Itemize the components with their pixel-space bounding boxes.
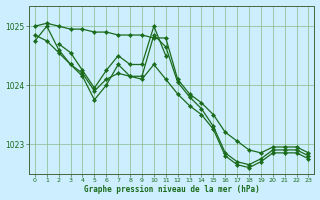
X-axis label: Graphe pression niveau de la mer (hPa): Graphe pression niveau de la mer (hPa) xyxy=(84,185,260,194)
